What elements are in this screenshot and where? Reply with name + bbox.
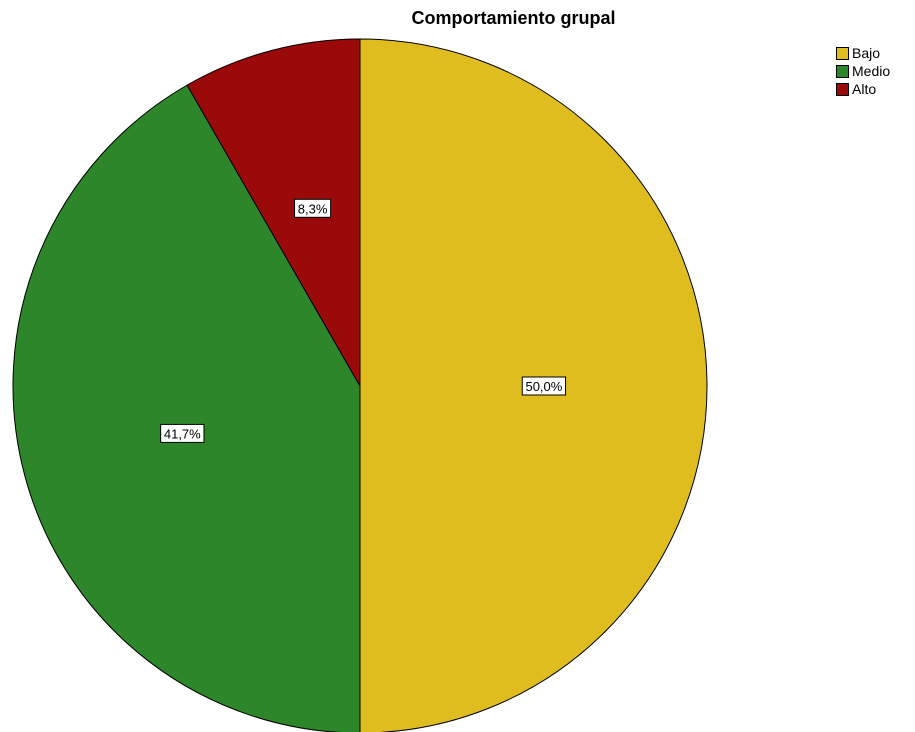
pie-slice-alto [186, 38, 361, 388]
legend-swatch-alto [836, 82, 849, 96]
data-label-box-alto [294, 198, 332, 218]
pie-slice-medio [12, 84, 361, 732]
data-label-text-bajo: 50,0% [525, 379, 562, 394]
legend: Bajo Medio Alto [836, 44, 890, 98]
legend-swatch-medio [836, 64, 849, 78]
data-label-box-bajo [521, 376, 567, 396]
data-label-bajo: 50,0% [521, 376, 567, 396]
chart-title: Comportamiento grupal [0, 8, 915, 29]
data-labels: 50,0% 41,7% 8,3% [160, 198, 567, 443]
legend-item-alto: Alto [836, 80, 890, 98]
data-label-text-alto: 8,3% [298, 201, 328, 216]
data-label-text-medio: 41,7% [164, 426, 201, 441]
legend-label-alto: Alto [852, 81, 877, 97]
data-label-medio: 41,7% [160, 423, 205, 443]
legend-label-medio: Medio [852, 63, 891, 79]
data-label-box-medio [160, 423, 205, 443]
legend-label-bajo: Bajo [852, 45, 881, 61]
legend-item-medio: Medio [836, 62, 890, 80]
legend-item-bajo: Bajo [836, 44, 890, 62]
chart-title-text: Comportamiento grupal [411, 8, 616, 28]
data-label-alto: 8,3% [294, 198, 332, 218]
legend-swatch-bajo [836, 46, 849, 60]
